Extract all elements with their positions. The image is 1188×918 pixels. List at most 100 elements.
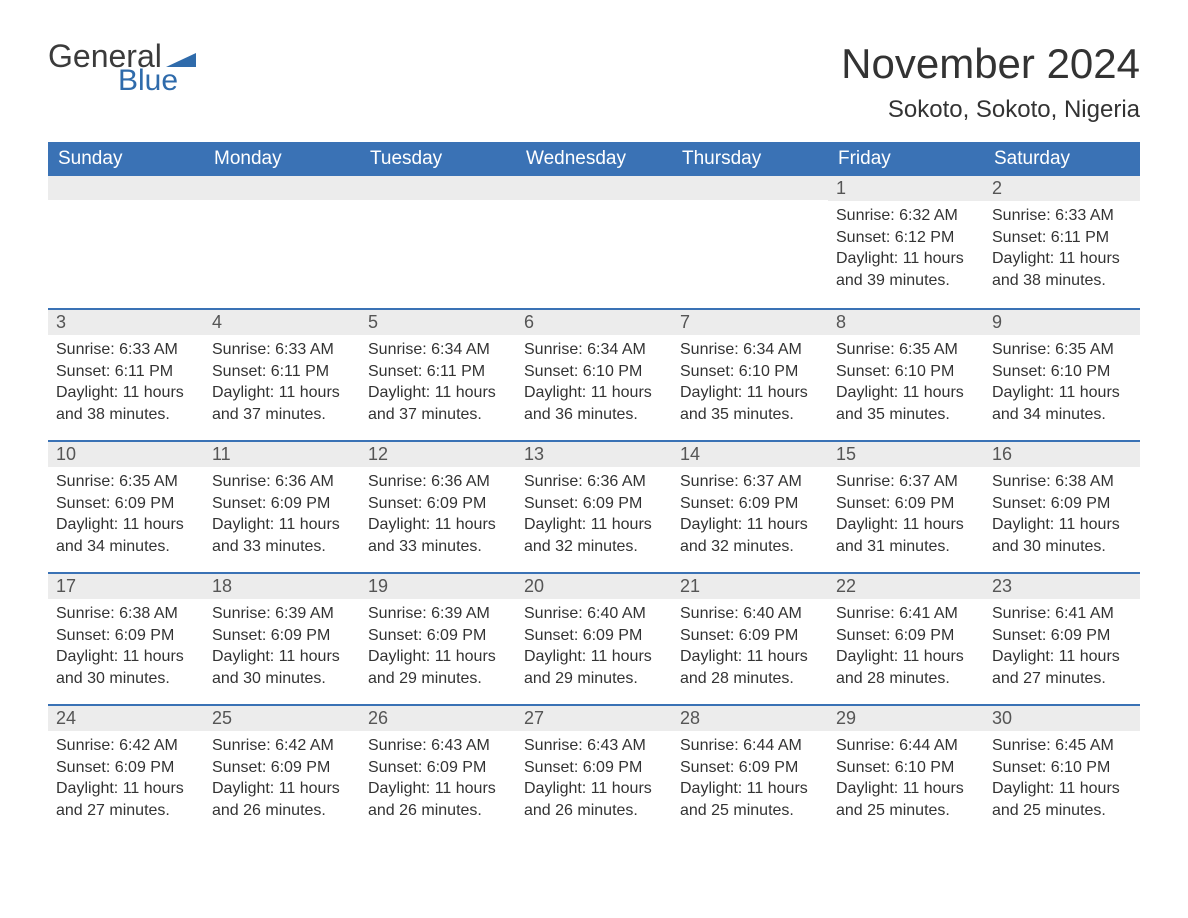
day-details: Sunrise: 6:32 AMSunset: 6:12 PMDaylight:… (828, 201, 984, 297)
calendar-cell: 26Sunrise: 6:43 AMSunset: 6:09 PMDayligh… (360, 704, 516, 836)
calendar-cell: 30Sunrise: 6:45 AMSunset: 6:10 PMDayligh… (984, 704, 1140, 836)
sunrise-line: Sunrise: 6:34 AM (680, 339, 820, 361)
daylight1-line: Daylight: 11 hours (992, 514, 1132, 536)
calendar-cell: 17Sunrise: 6:38 AMSunset: 6:09 PMDayligh… (48, 572, 204, 704)
sunrise-line: Sunrise: 6:40 AM (524, 603, 664, 625)
daylight1-line: Daylight: 11 hours (524, 646, 664, 668)
day-header: Thursday (672, 142, 828, 176)
daylight1-line: Daylight: 11 hours (524, 382, 664, 404)
calendar-cell: 27Sunrise: 6:43 AMSunset: 6:09 PMDayligh… (516, 704, 672, 836)
sunrise-line: Sunrise: 6:39 AM (212, 603, 352, 625)
day-details: Sunrise: 6:38 AMSunset: 6:09 PMDaylight:… (984, 467, 1140, 563)
daylight2-line: and 35 minutes. (836, 404, 976, 426)
sunset-line: Sunset: 6:09 PM (524, 757, 664, 779)
daylight2-line: and 26 minutes. (368, 800, 508, 822)
calendar-cell: 8Sunrise: 6:35 AMSunset: 6:10 PMDaylight… (828, 308, 984, 440)
day-details: Sunrise: 6:39 AMSunset: 6:09 PMDaylight:… (360, 599, 516, 695)
calendar-cell: 21Sunrise: 6:40 AMSunset: 6:09 PMDayligh… (672, 572, 828, 704)
sunset-line: Sunset: 6:09 PM (56, 493, 196, 515)
daylight1-line: Daylight: 11 hours (56, 778, 196, 800)
calendar-cell: 19Sunrise: 6:39 AMSunset: 6:09 PMDayligh… (360, 572, 516, 704)
daylight1-line: Daylight: 11 hours (212, 514, 352, 536)
sunrise-line: Sunrise: 6:37 AM (836, 471, 976, 493)
daylight1-line: Daylight: 11 hours (836, 646, 976, 668)
sunrise-line: Sunrise: 6:35 AM (56, 471, 196, 493)
daylight1-line: Daylight: 11 hours (836, 778, 976, 800)
day-number: 18 (204, 572, 360, 599)
day-number: 7 (672, 308, 828, 335)
sunrise-line: Sunrise: 6:33 AM (56, 339, 196, 361)
day-number: 26 (360, 704, 516, 731)
day-number: 28 (672, 704, 828, 731)
day-details: Sunrise: 6:34 AMSunset: 6:10 PMDaylight:… (672, 335, 828, 431)
daylight2-line: and 30 minutes. (992, 536, 1132, 558)
day-details: Sunrise: 6:42 AMSunset: 6:09 PMDaylight:… (204, 731, 360, 827)
day-number: 2 (984, 176, 1140, 201)
calendar-cell: 22Sunrise: 6:41 AMSunset: 6:09 PMDayligh… (828, 572, 984, 704)
daylight2-line: and 28 minutes. (680, 668, 820, 690)
sunrise-line: Sunrise: 6:38 AM (56, 603, 196, 625)
daylight1-line: Daylight: 11 hours (212, 382, 352, 404)
daylight2-line: and 32 minutes. (680, 536, 820, 558)
daylight2-line: and 37 minutes. (368, 404, 508, 426)
day-header: Tuesday (360, 142, 516, 176)
sunset-line: Sunset: 6:11 PM (368, 361, 508, 383)
daylight1-line: Daylight: 11 hours (680, 514, 820, 536)
day-details: Sunrise: 6:34 AMSunset: 6:11 PMDaylight:… (360, 335, 516, 431)
sunset-line: Sunset: 6:12 PM (836, 227, 976, 249)
day-details: Sunrise: 6:43 AMSunset: 6:09 PMDaylight:… (516, 731, 672, 827)
day-number: 27 (516, 704, 672, 731)
daylight1-line: Daylight: 11 hours (992, 248, 1132, 270)
day-number: 11 (204, 440, 360, 467)
day-details: Sunrise: 6:38 AMSunset: 6:09 PMDaylight:… (48, 599, 204, 695)
day-header: Sunday (48, 142, 204, 176)
daylight1-line: Daylight: 11 hours (212, 646, 352, 668)
sunset-line: Sunset: 6:11 PM (56, 361, 196, 383)
sunset-line: Sunset: 6:09 PM (680, 757, 820, 779)
calendar-cell (204, 176, 360, 308)
day-number: 9 (984, 308, 1140, 335)
day-details: Sunrise: 6:40 AMSunset: 6:09 PMDaylight:… (516, 599, 672, 695)
sunrise-line: Sunrise: 6:38 AM (992, 471, 1132, 493)
calendar-week-row: 1Sunrise: 6:32 AMSunset: 6:12 PMDaylight… (48, 176, 1140, 308)
empty-day (672, 176, 828, 200)
sunset-line: Sunset: 6:09 PM (368, 757, 508, 779)
sunset-line: Sunset: 6:09 PM (680, 493, 820, 515)
calendar-cell: 5Sunrise: 6:34 AMSunset: 6:11 PMDaylight… (360, 308, 516, 440)
daylight1-line: Daylight: 11 hours (992, 646, 1132, 668)
sunrise-line: Sunrise: 6:37 AM (680, 471, 820, 493)
sunset-line: Sunset: 6:09 PM (836, 493, 976, 515)
day-details: Sunrise: 6:33 AMSunset: 6:11 PMDaylight:… (204, 335, 360, 431)
sunrise-line: Sunrise: 6:43 AM (368, 735, 508, 757)
calendar-cell: 12Sunrise: 6:36 AMSunset: 6:09 PMDayligh… (360, 440, 516, 572)
daylight1-line: Daylight: 11 hours (524, 778, 664, 800)
day-details: Sunrise: 6:43 AMSunset: 6:09 PMDaylight:… (360, 731, 516, 827)
day-number: 25 (204, 704, 360, 731)
calendar-cell: 7Sunrise: 6:34 AMSunset: 6:10 PMDaylight… (672, 308, 828, 440)
logo-word2: Blue (118, 66, 196, 96)
calendar-cell: 15Sunrise: 6:37 AMSunset: 6:09 PMDayligh… (828, 440, 984, 572)
empty-day (360, 176, 516, 200)
daylight2-line: and 29 minutes. (524, 668, 664, 690)
calendar-cell: 1Sunrise: 6:32 AMSunset: 6:12 PMDaylight… (828, 176, 984, 308)
daylight1-line: Daylight: 11 hours (680, 778, 820, 800)
daylight1-line: Daylight: 11 hours (56, 382, 196, 404)
sunrise-line: Sunrise: 6:33 AM (992, 205, 1132, 227)
calendar-cell: 2Sunrise: 6:33 AMSunset: 6:11 PMDaylight… (984, 176, 1140, 308)
sunset-line: Sunset: 6:09 PM (368, 493, 508, 515)
sunrise-line: Sunrise: 6:32 AM (836, 205, 976, 227)
calendar-cell: 14Sunrise: 6:37 AMSunset: 6:09 PMDayligh… (672, 440, 828, 572)
daylight2-line: and 31 minutes. (836, 536, 976, 558)
daylight1-line: Daylight: 11 hours (992, 382, 1132, 404)
daylight1-line: Daylight: 11 hours (680, 646, 820, 668)
day-details: Sunrise: 6:44 AMSunset: 6:09 PMDaylight:… (672, 731, 828, 827)
sunrise-line: Sunrise: 6:36 AM (368, 471, 508, 493)
sunset-line: Sunset: 6:09 PM (212, 757, 352, 779)
empty-day (48, 176, 204, 200)
day-number: 29 (828, 704, 984, 731)
daylight2-line: and 38 minutes. (992, 270, 1132, 292)
sunset-line: Sunset: 6:09 PM (56, 757, 196, 779)
day-number: 20 (516, 572, 672, 599)
sunrise-line: Sunrise: 6:45 AM (992, 735, 1132, 757)
sunset-line: Sunset: 6:10 PM (680, 361, 820, 383)
